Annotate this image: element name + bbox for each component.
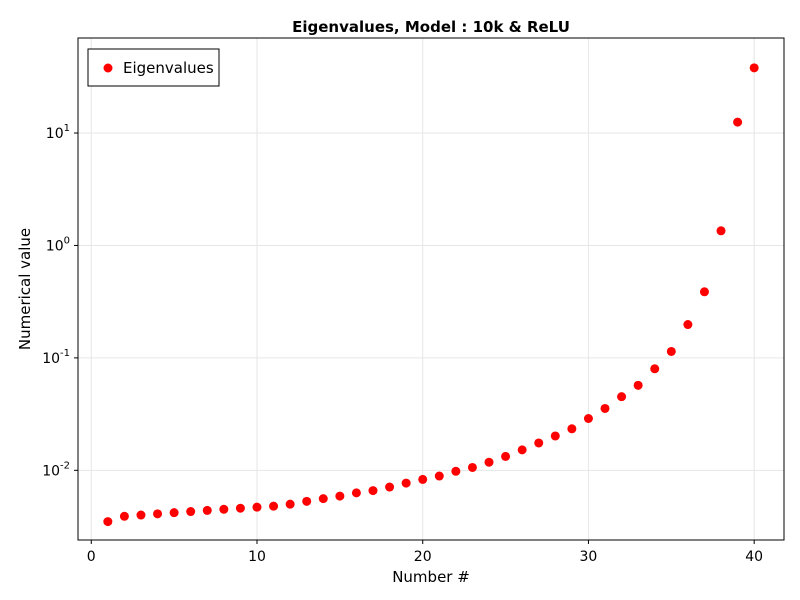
data-point	[600, 403, 610, 413]
data-point	[467, 462, 477, 472]
legend-label: Eigenvalues	[123, 59, 214, 77]
x-tick-label: 40	[745, 549, 763, 565]
grid	[78, 38, 784, 540]
data-point	[136, 510, 146, 520]
data-points	[103, 63, 759, 527]
data-point	[434, 471, 444, 481]
data-point	[103, 517, 113, 527]
data-point	[550, 431, 560, 441]
x-tick-label: 10	[248, 549, 266, 565]
y-tick-label: 101	[46, 123, 70, 142]
x-axis-label: Number #	[392, 568, 470, 586]
data-point	[716, 226, 726, 236]
data-point	[567, 424, 577, 434]
data-point	[285, 499, 295, 509]
data-point	[484, 457, 494, 467]
y-tick-label: 10-2	[42, 460, 70, 479]
data-point	[401, 478, 411, 488]
data-point	[451, 466, 461, 476]
data-point	[683, 320, 693, 330]
y-axis: 10-2 10-1 100 101	[42, 123, 78, 479]
y-axis-label: Numerical value	[16, 228, 34, 350]
data-point	[302, 496, 312, 506]
data-point	[153, 509, 163, 519]
x-axis: 0 10 20 30 40	[87, 540, 763, 565]
data-point	[501, 451, 511, 461]
y-tick-label: 100	[46, 235, 70, 254]
chart-title: Eigenvalues, Model : 10k & ReLU	[292, 18, 570, 36]
data-point	[666, 346, 676, 356]
x-tick-label: 20	[414, 549, 432, 565]
data-point	[335, 491, 345, 501]
data-point	[318, 494, 328, 504]
data-point	[633, 380, 643, 390]
legend-marker	[103, 63, 113, 73]
data-point	[269, 501, 279, 511]
data-point	[235, 503, 245, 513]
data-point	[219, 504, 229, 514]
x-tick-label: 0	[87, 549, 96, 565]
data-point	[202, 505, 212, 515]
data-point	[583, 413, 593, 423]
data-point	[534, 438, 544, 448]
data-point	[650, 364, 660, 374]
y-tick-label: 10-1	[42, 348, 70, 367]
data-point	[385, 482, 395, 492]
data-point	[351, 488, 361, 498]
data-point	[517, 445, 527, 455]
data-point	[186, 507, 196, 517]
data-point	[418, 474, 428, 484]
data-point	[368, 486, 378, 496]
data-point	[699, 287, 709, 297]
data-point	[617, 392, 627, 402]
data-point	[252, 502, 262, 512]
data-point	[733, 117, 743, 127]
data-point	[749, 63, 759, 73]
data-point	[119, 511, 129, 521]
legend: Eigenvalues	[87, 48, 220, 87]
data-point	[169, 508, 179, 518]
x-tick-label: 30	[580, 549, 598, 565]
plot-frame	[77, 37, 785, 541]
